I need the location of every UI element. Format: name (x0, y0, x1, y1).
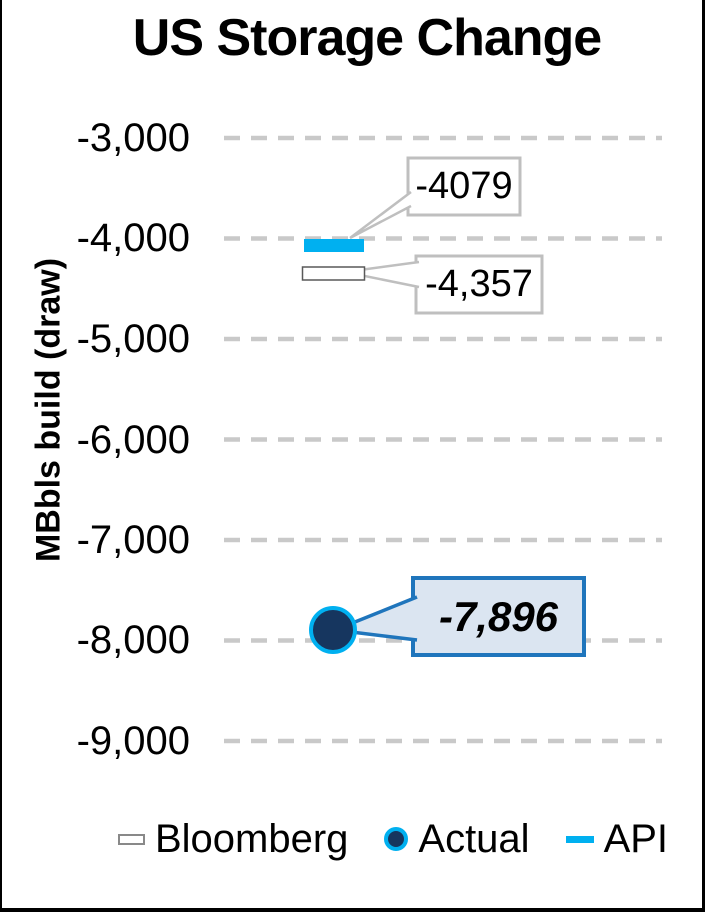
actual-data-label: -7,896 (438, 592, 559, 640)
api-callout-pointer-edges (349, 191, 412, 240)
navy-circle-icon (384, 827, 409, 851)
api-data-label: -4079 (415, 165, 513, 207)
y-tick-minus-3000: -3,000 (76, 116, 190, 160)
y-tick-minus-5000: -5,000 (76, 317, 190, 361)
legend-item-actual: Actual (384, 816, 530, 862)
y-tick-minus-9000: -9,000 (76, 719, 190, 763)
legend-label-actual: Actual (418, 816, 530, 861)
api-marker (304, 239, 364, 252)
actual-marker (309, 606, 357, 654)
y-tick-minus-7000: -7,000 (76, 518, 190, 562)
legend-label-api: API (603, 816, 669, 861)
bloomberg-callout-box (414, 254, 544, 315)
y-tick-minus-8000: -8,000 (76, 618, 190, 662)
api-callout-box (406, 156, 522, 217)
legend-item-api: API (565, 816, 669, 862)
bloomberg-data-label: -4,357 (425, 263, 533, 305)
bloomberg-callout-pointer (345, 262, 419, 287)
bloomberg-marker (301, 266, 366, 281)
legend-label-bloomberg: Bloomberg (154, 816, 349, 861)
y-tick-minus-6000: -6,000 (76, 418, 190, 462)
y-tick-minus-4000: -4,000 (76, 216, 190, 260)
chart-title: US Storage Change (132, 9, 602, 67)
white-bar-outline-icon (117, 833, 145, 845)
legend-item-bloomberg: Bloomberg (117, 816, 349, 862)
legend: Bloomberg Actual API (2, 812, 702, 866)
cyan-dash-icon (565, 835, 594, 843)
